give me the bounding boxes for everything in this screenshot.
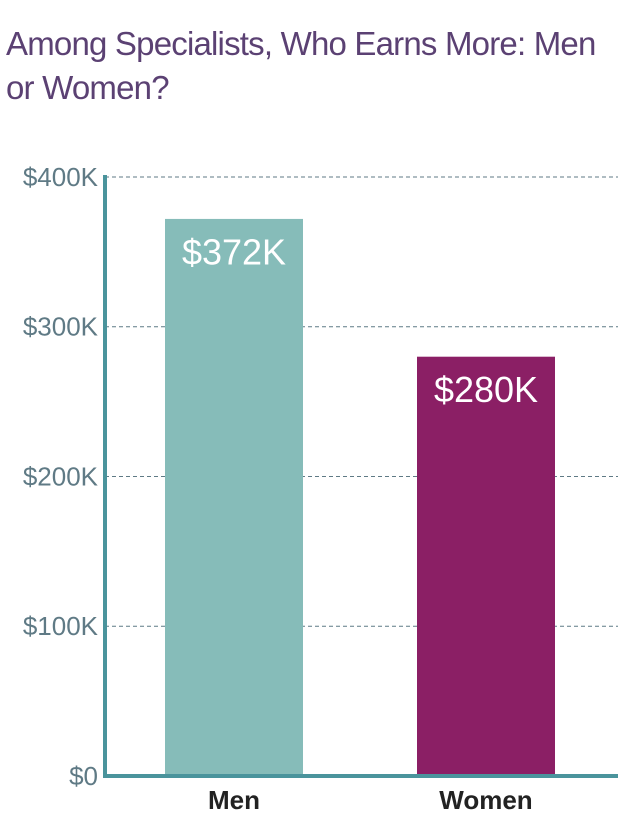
x-tick-label: Men [208,785,260,815]
chart-title: Among Specialists, Who Earns More: Men o… [6,25,596,106]
bar [165,218,303,776]
value-label: $280K [434,369,538,410]
x-tick-label: Women [439,785,532,815]
bar [417,356,555,776]
y-tick-label: $200K [23,461,99,491]
y-tick-label: $100K [23,611,99,641]
y-tick-label: $300K [23,312,99,342]
value-label: $372K [182,231,286,272]
y-tick-label: $0 [69,761,98,791]
y-tick-label: $400K [23,162,99,192]
